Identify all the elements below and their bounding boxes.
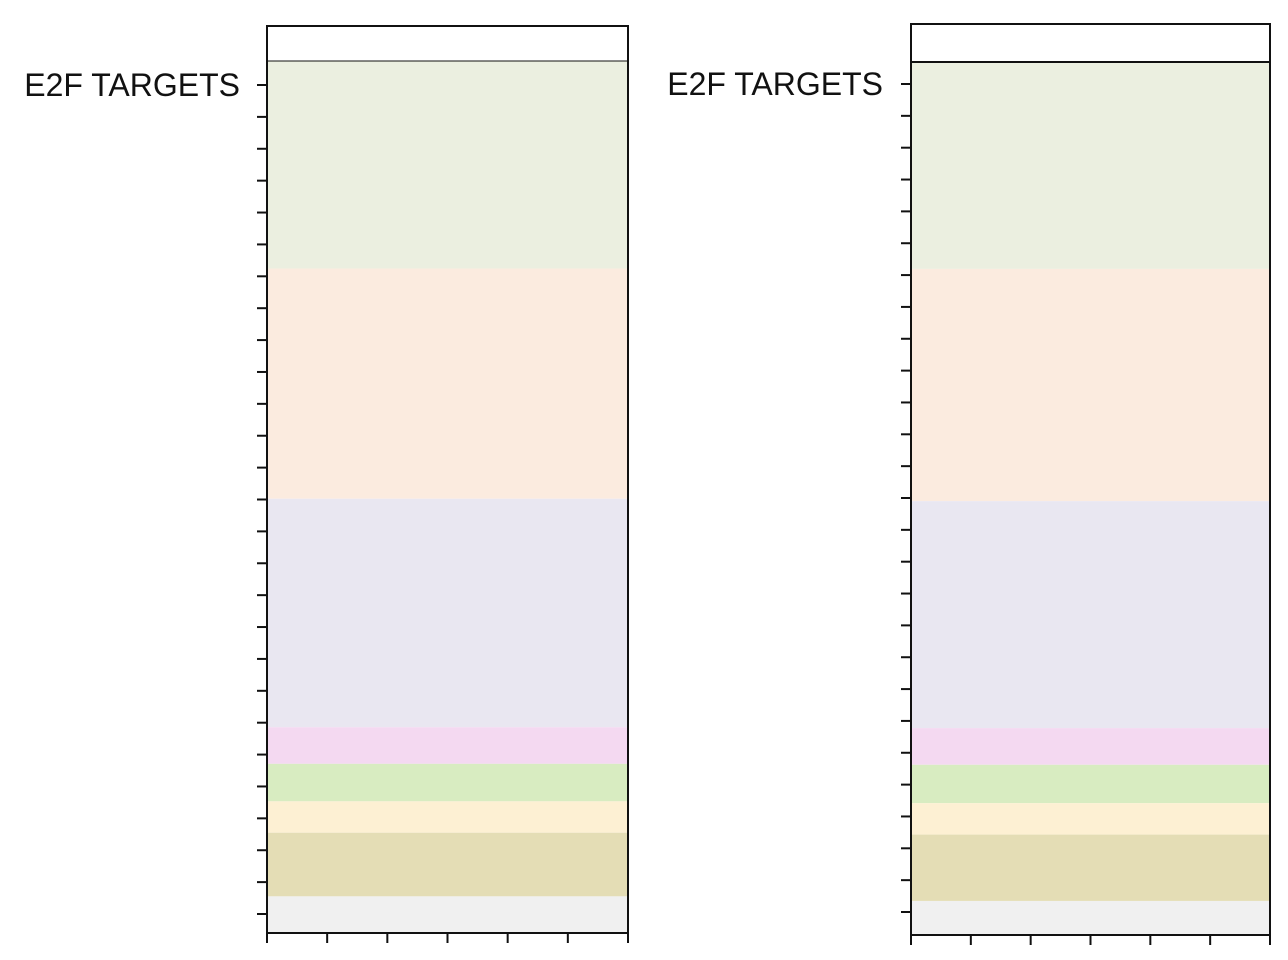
band-8: [267, 896, 628, 933]
band-5: [267, 763, 628, 802]
y-tick-label: E2F TARGETS: [667, 66, 883, 102]
band-7: [911, 834, 1270, 901]
band-5: [911, 764, 1270, 804]
band-2: [267, 268, 628, 499]
band-1: [911, 62, 1270, 269]
header-strip: [911, 24, 1270, 62]
band-6: [911, 803, 1270, 835]
band-6: [267, 801, 628, 833]
header-strip: [267, 26, 628, 61]
band-4: [267, 727, 628, 764]
chart-panel-2: E2F TARGETS: [667, 23, 1271, 945]
band-2: [911, 268, 1270, 502]
band-4: [911, 728, 1270, 765]
y-tick-label: E2F TARGETS: [24, 67, 240, 103]
band-1: [267, 61, 628, 269]
chart-panel-1: E2F TARGETS: [24, 25, 629, 943]
band-3: [267, 498, 628, 728]
band-7: [267, 832, 628, 897]
band-3: [911, 501, 1270, 729]
band-8: [911, 900, 1270, 935]
